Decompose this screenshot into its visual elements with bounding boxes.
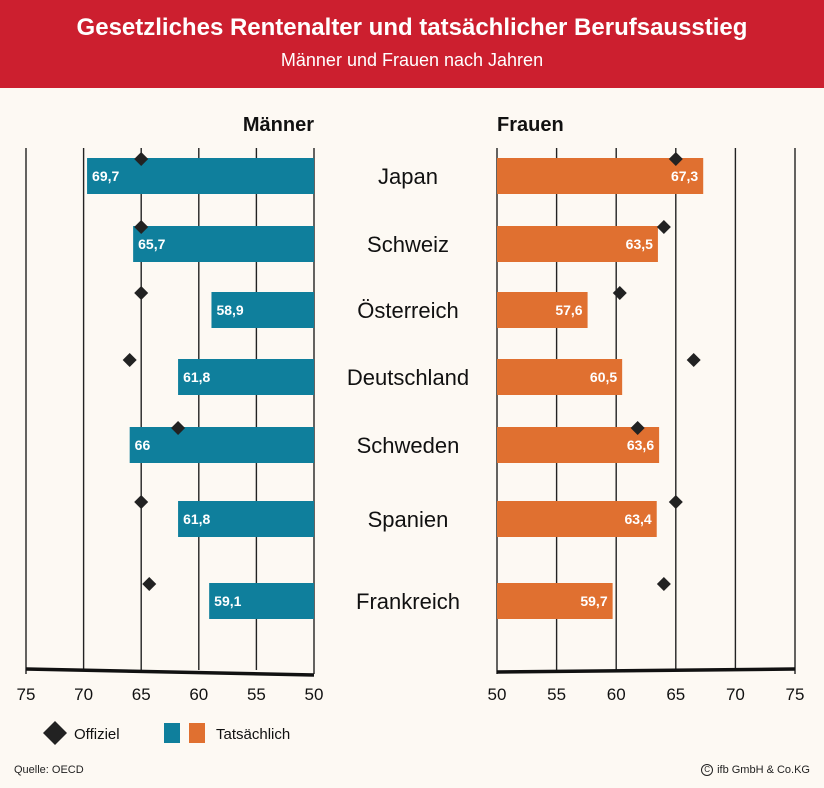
women-official-marker-schweden — [630, 421, 645, 435]
category-label-frankreich: Frankreich — [356, 589, 460, 614]
chart-subtitle: Männer und Frauen nach Jahren — [280, 50, 544, 70]
men-bar-schweden — [129, 427, 314, 463]
women-bar-schweiz — [497, 226, 658, 262]
men-bar-schweiz — [133, 226, 314, 262]
women-bar-frankreich — [497, 583, 613, 619]
women-official-marker-oesterreich — [612, 286, 627, 300]
women-bar-label-japan: 67,3 — [671, 168, 698, 184]
men-tick-label: 65 — [132, 685, 151, 704]
chart-title: Gesetzliches Rentenalter und tatsächlich… — [76, 14, 748, 41]
header-banner: Gesetzliches Rentenalter und tatsächlich… — [0, 0, 824, 88]
women-bar-label-spanien: 63,4 — [624, 511, 651, 527]
women-tick-label: 75 — [786, 685, 805, 704]
legend-actual-label: Tatsächlich — [216, 726, 290, 743]
men-bar-label-deutschland: 61,8 — [183, 369, 210, 385]
men-tick-label: 55 — [247, 685, 266, 704]
women-official-marker-spanien — [668, 495, 683, 509]
women-bar-deutschland — [497, 359, 623, 395]
copyright-icon: C — [701, 764, 714, 776]
women-tick-label: 60 — [607, 685, 626, 704]
women-bar-label-oesterreich: 57,6 — [555, 302, 582, 318]
category-label-oesterreich: Österreich — [357, 298, 458, 323]
women-official-marker-japan — [668, 152, 683, 166]
women-official-marker-schweiz — [656, 220, 671, 234]
women-bar-label-schweiz: 63,5 — [626, 236, 653, 252]
men-panel-title: Männer — [243, 114, 314, 136]
legend-official-icon — [43, 721, 67, 745]
men-bar-label-frankreich: 59,1 — [214, 593, 241, 609]
men-tick-label: 60 — [189, 685, 208, 704]
women-tick-label: 50 — [488, 685, 507, 704]
men-official-marker-schweden — [171, 421, 186, 435]
men-axis-baseline — [25, 667, 315, 677]
women-axis-baseline — [496, 667, 796, 674]
legend-men-swatch — [164, 723, 180, 743]
men-official-marker-schweiz — [134, 220, 149, 234]
category-label-schweden: Schweden — [357, 433, 460, 458]
women-bar-label-frankreich: 59,7 — [580, 593, 607, 609]
men-bar-oesterreich — [211, 292, 314, 328]
men-bar-label-schweden: 66 — [135, 437, 151, 453]
men-bar-label-japan: 69,7 — [92, 168, 119, 184]
men-bar-frankreich — [209, 583, 314, 619]
men-bar-japan — [87, 158, 314, 194]
women-bar-label-deutschland: 60,5 — [590, 369, 617, 385]
women-bar-oesterreich — [497, 292, 588, 328]
women-bar-spanien — [497, 501, 657, 537]
men-official-marker-oesterreich — [134, 286, 149, 300]
category-label-spanien: Spanien — [368, 507, 449, 532]
men-bar-label-oesterreich: 58,9 — [216, 302, 243, 318]
women-tick-label: 55 — [547, 685, 566, 704]
men-bar-spanien — [178, 501, 314, 537]
legend-women-swatch — [189, 723, 205, 743]
women-official-marker-deutschland — [686, 353, 701, 367]
women-panel-title: Frauen — [497, 114, 564, 136]
men-bar-label-schweiz: 65,7 — [138, 236, 165, 252]
copyright-text: ifb GmbH & Co.KG — [717, 764, 810, 776]
copyright-note: C ifb GmbH & Co.KG — [701, 764, 810, 776]
women-bar-schweden — [497, 427, 660, 463]
women-tick-label: 70 — [726, 685, 745, 704]
women-bar-label-schweden: 63,6 — [627, 437, 654, 453]
source-note: Quelle: OECD — [14, 764, 84, 776]
category-label-schweiz: Schweiz — [367, 232, 449, 257]
men-bar-deutschland — [178, 359, 314, 395]
men-official-marker-frankreich — [142, 577, 157, 591]
category-label-japan: Japan — [378, 164, 438, 189]
legend-official-label: Offiziel — [74, 726, 120, 743]
women-bar-japan — [497, 158, 704, 194]
men-tick-label: 50 — [305, 685, 324, 704]
men-official-marker-spanien — [134, 495, 149, 509]
men-bar-label-spanien: 61,8 — [183, 511, 210, 527]
men-official-marker-deutschland — [122, 353, 137, 367]
category-label-deutschland: Deutschland — [347, 365, 469, 390]
women-tick-label: 65 — [666, 685, 685, 704]
men-tick-label: 70 — [74, 685, 93, 704]
women-official-marker-frankreich — [656, 577, 671, 591]
men-tick-label: 75 — [17, 685, 36, 704]
men-official-marker-japan — [134, 152, 149, 166]
